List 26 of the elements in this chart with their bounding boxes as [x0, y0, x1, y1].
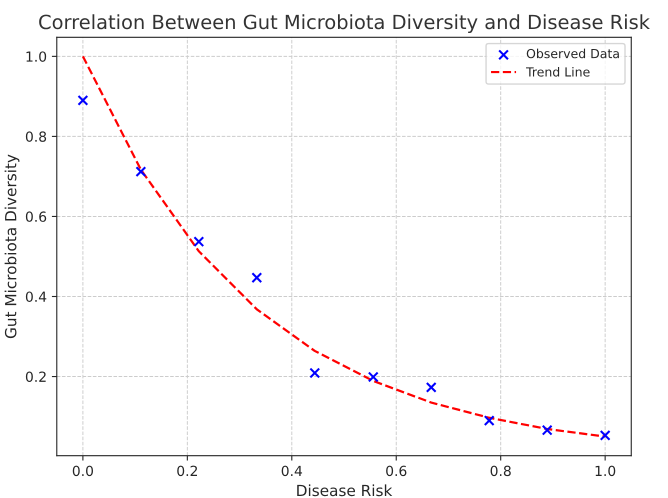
x-tick-label: 0.6 [386, 466, 406, 476]
y-tick-label: 0.8 [26, 131, 46, 142]
legend-label: Trend Line [526, 66, 590, 77]
point [77, 94, 88, 106]
y-tick-label: 0.6 [26, 211, 46, 222]
legend-label: Observed Data [526, 48, 619, 58]
y-tick-label: 1.0 [26, 51, 46, 62]
point [426, 382, 437, 393]
y-tick-label: 0.2 [26, 372, 46, 382]
x-tick-label: 0.0 [72, 466, 94, 476]
point [309, 368, 320, 378]
point [251, 272, 262, 284]
y-axis-title: Gut Microbiota Diversity [4, 154, 20, 338]
point [135, 166, 146, 178]
x-tick-label: 0.2 [177, 466, 197, 476]
x-axis-title: Disease Risk [297, 484, 392, 496]
point [542, 424, 553, 436]
point [193, 236, 204, 248]
x-tick-label: 0.8 [490, 466, 511, 476]
point [368, 372, 379, 382]
point [600, 430, 611, 441]
point [484, 415, 495, 426]
y-tick-label: 0.4 [26, 291, 46, 302]
x-tick-label: 1.0 [596, 466, 616, 476]
x-tick-label: 0.4 [282, 466, 302, 476]
chart-title: Correlation Between Gut Microbiota Diversity and Disease Risk [39, 14, 650, 34]
